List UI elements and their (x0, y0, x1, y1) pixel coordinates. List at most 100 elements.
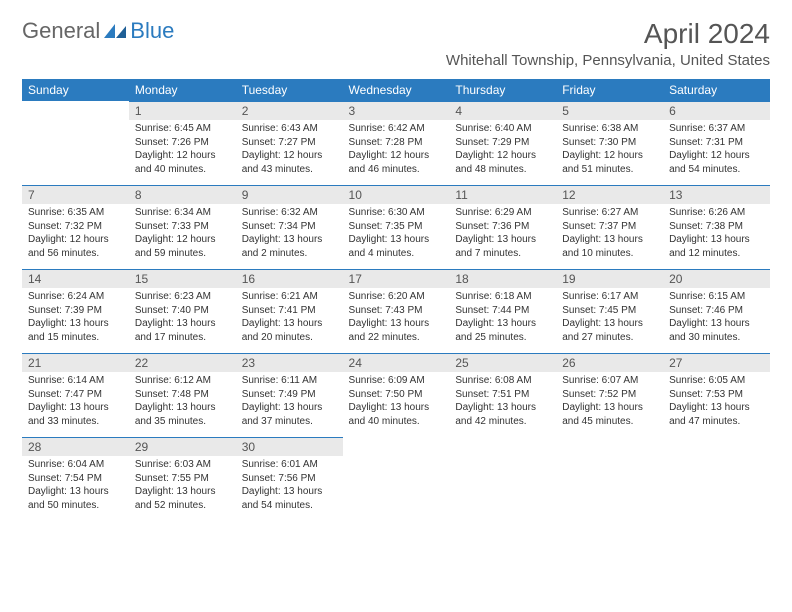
day-body: Sunrise: 6:29 AMSunset: 7:36 PMDaylight:… (449, 204, 556, 262)
calendar-cell: . (343, 437, 450, 521)
logo-text-2: Blue (130, 18, 174, 44)
day-number: 24 (343, 353, 450, 372)
day-number: 12 (556, 185, 663, 204)
day-body: Sunrise: 6:43 AMSunset: 7:27 PMDaylight:… (236, 120, 343, 178)
day-number: 26 (556, 353, 663, 372)
day-body: Sunrise: 6:37 AMSunset: 7:31 PMDaylight:… (663, 120, 770, 178)
day-header: Thursday (449, 79, 556, 101)
day-number: 14 (22, 269, 129, 288)
day-body: Sunrise: 6:27 AMSunset: 7:37 PMDaylight:… (556, 204, 663, 262)
day-header: Friday (556, 79, 663, 101)
calendar-cell: 19Sunrise: 6:17 AMSunset: 7:45 PMDayligh… (556, 269, 663, 353)
day-body: Sunrise: 6:30 AMSunset: 7:35 PMDaylight:… (343, 204, 450, 262)
day-number: 4 (449, 101, 556, 120)
day-body: Sunrise: 6:32 AMSunset: 7:34 PMDaylight:… (236, 204, 343, 262)
calendar-cell: 12Sunrise: 6:27 AMSunset: 7:37 PMDayligh… (556, 185, 663, 269)
day-body: Sunrise: 6:34 AMSunset: 7:33 PMDaylight:… (129, 204, 236, 262)
calendar-cell: 1Sunrise: 6:45 AMSunset: 7:26 PMDaylight… (129, 101, 236, 185)
day-body: Sunrise: 6:21 AMSunset: 7:41 PMDaylight:… (236, 288, 343, 346)
day-body: Sunrise: 6:26 AMSunset: 7:38 PMDaylight:… (663, 204, 770, 262)
page-title: April 2024 (644, 18, 770, 50)
day-number: 22 (129, 353, 236, 372)
day-body: Sunrise: 6:09 AMSunset: 7:50 PMDaylight:… (343, 372, 450, 430)
day-number: 20 (663, 269, 770, 288)
day-body: Sunrise: 6:18 AMSunset: 7:44 PMDaylight:… (449, 288, 556, 346)
calendar-table: SundayMondayTuesdayWednesdayThursdayFrid… (22, 79, 770, 521)
calendar-cell: 11Sunrise: 6:29 AMSunset: 7:36 PMDayligh… (449, 185, 556, 269)
day-number: 5 (556, 101, 663, 120)
day-body: Sunrise: 6:15 AMSunset: 7:46 PMDaylight:… (663, 288, 770, 346)
calendar-cell: 3Sunrise: 6:42 AMSunset: 7:28 PMDaylight… (343, 101, 450, 185)
calendar-cell: 22Sunrise: 6:12 AMSunset: 7:48 PMDayligh… (129, 353, 236, 437)
day-body: Sunrise: 6:45 AMSunset: 7:26 PMDaylight:… (129, 120, 236, 178)
calendar-cell: . (663, 437, 770, 521)
day-number: 2 (236, 101, 343, 120)
day-header: Tuesday (236, 79, 343, 101)
day-body: Sunrise: 6:04 AMSunset: 7:54 PMDaylight:… (22, 456, 129, 514)
calendar-cell: 17Sunrise: 6:20 AMSunset: 7:43 PMDayligh… (343, 269, 450, 353)
day-body: Sunrise: 6:05 AMSunset: 7:53 PMDaylight:… (663, 372, 770, 430)
day-number: 25 (449, 353, 556, 372)
day-body: Sunrise: 6:07 AMSunset: 7:52 PMDaylight:… (556, 372, 663, 430)
calendar-cell: 29Sunrise: 6:03 AMSunset: 7:55 PMDayligh… (129, 437, 236, 521)
calendar-cell: 2Sunrise: 6:43 AMSunset: 7:27 PMDaylight… (236, 101, 343, 185)
day-body: Sunrise: 6:03 AMSunset: 7:55 PMDaylight:… (129, 456, 236, 514)
day-body: Sunrise: 6:12 AMSunset: 7:48 PMDaylight:… (129, 372, 236, 430)
calendar-cell: 10Sunrise: 6:30 AMSunset: 7:35 PMDayligh… (343, 185, 450, 269)
day-body: Sunrise: 6:17 AMSunset: 7:45 PMDaylight:… (556, 288, 663, 346)
day-number: 11 (449, 185, 556, 204)
calendar-cell: 27Sunrise: 6:05 AMSunset: 7:53 PMDayligh… (663, 353, 770, 437)
day-number: 1 (129, 101, 236, 120)
calendar-cell: 20Sunrise: 6:15 AMSunset: 7:46 PMDayligh… (663, 269, 770, 353)
location-subtitle: Whitehall Township, Pennsylvania, United… (22, 52, 770, 69)
calendar-cell: 16Sunrise: 6:21 AMSunset: 7:41 PMDayligh… (236, 269, 343, 353)
calendar-cell: 28Sunrise: 6:04 AMSunset: 7:54 PMDayligh… (22, 437, 129, 521)
day-number: 29 (129, 437, 236, 456)
day-number: 15 (129, 269, 236, 288)
day-number: 3 (343, 101, 450, 120)
logo-text-1: General (22, 18, 100, 44)
day-body: Sunrise: 6:42 AMSunset: 7:28 PMDaylight:… (343, 120, 450, 178)
calendar-cell: 5Sunrise: 6:38 AMSunset: 7:30 PMDaylight… (556, 101, 663, 185)
day-number: 7 (22, 185, 129, 204)
day-body: Sunrise: 6:40 AMSunset: 7:29 PMDaylight:… (449, 120, 556, 178)
day-header: Wednesday (343, 79, 450, 101)
calendar-cell: 24Sunrise: 6:09 AMSunset: 7:50 PMDayligh… (343, 353, 450, 437)
day-body: Sunrise: 6:20 AMSunset: 7:43 PMDaylight:… (343, 288, 450, 346)
calendar-cell: 21Sunrise: 6:14 AMSunset: 7:47 PMDayligh… (22, 353, 129, 437)
day-number: 18 (449, 269, 556, 288)
day-number: 10 (343, 185, 450, 204)
day-body: Sunrise: 6:23 AMSunset: 7:40 PMDaylight:… (129, 288, 236, 346)
calendar-cell: 26Sunrise: 6:07 AMSunset: 7:52 PMDayligh… (556, 353, 663, 437)
calendar-cell: . (22, 101, 129, 185)
calendar-cell: 23Sunrise: 6:11 AMSunset: 7:49 PMDayligh… (236, 353, 343, 437)
calendar-cell: 6Sunrise: 6:37 AMSunset: 7:31 PMDaylight… (663, 101, 770, 185)
day-body: Sunrise: 6:01 AMSunset: 7:56 PMDaylight:… (236, 456, 343, 514)
calendar-cell: 15Sunrise: 6:23 AMSunset: 7:40 PMDayligh… (129, 269, 236, 353)
logo: General Blue (22, 18, 174, 44)
day-number: 9 (236, 185, 343, 204)
day-header: Saturday (663, 79, 770, 101)
day-number: 13 (663, 185, 770, 204)
logo-sail-icon (104, 24, 126, 38)
calendar-cell: 7Sunrise: 6:35 AMSunset: 7:32 PMDaylight… (22, 185, 129, 269)
calendar-cell: . (449, 437, 556, 521)
calendar-cell: 4Sunrise: 6:40 AMSunset: 7:29 PMDaylight… (449, 101, 556, 185)
calendar-cell: 25Sunrise: 6:08 AMSunset: 7:51 PMDayligh… (449, 353, 556, 437)
day-number: 23 (236, 353, 343, 372)
day-body: Sunrise: 6:24 AMSunset: 7:39 PMDaylight:… (22, 288, 129, 346)
day-number: 16 (236, 269, 343, 288)
day-body: Sunrise: 6:11 AMSunset: 7:49 PMDaylight:… (236, 372, 343, 430)
day-body: Sunrise: 6:08 AMSunset: 7:51 PMDaylight:… (449, 372, 556, 430)
calendar-cell: 18Sunrise: 6:18 AMSunset: 7:44 PMDayligh… (449, 269, 556, 353)
day-number: 27 (663, 353, 770, 372)
day-number: 6 (663, 101, 770, 120)
day-number: 17 (343, 269, 450, 288)
day-number: 8 (129, 185, 236, 204)
calendar-cell: 9Sunrise: 6:32 AMSunset: 7:34 PMDaylight… (236, 185, 343, 269)
calendar-cell: 30Sunrise: 6:01 AMSunset: 7:56 PMDayligh… (236, 437, 343, 521)
day-number: 21 (22, 353, 129, 372)
day-body: Sunrise: 6:38 AMSunset: 7:30 PMDaylight:… (556, 120, 663, 178)
calendar-cell: 14Sunrise: 6:24 AMSunset: 7:39 PMDayligh… (22, 269, 129, 353)
calendar-cell: . (556, 437, 663, 521)
